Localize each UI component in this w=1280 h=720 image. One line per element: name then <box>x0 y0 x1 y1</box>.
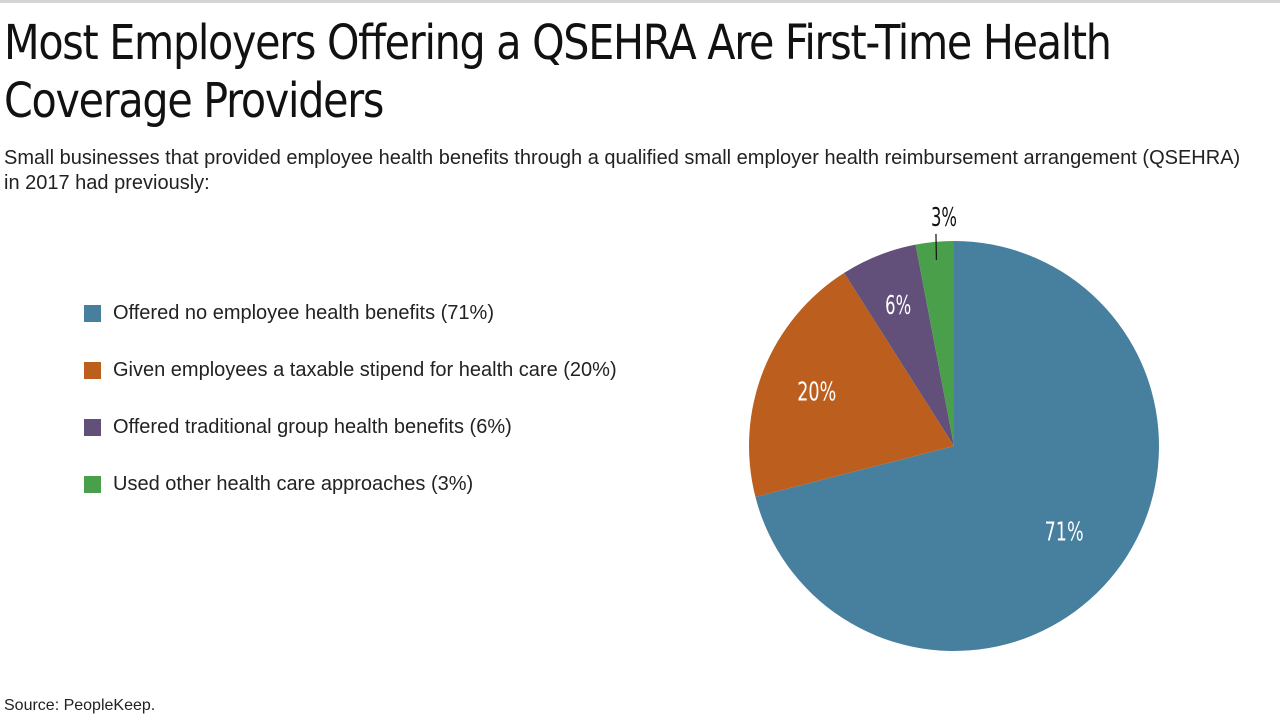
chart-subtitle: Small businesses that provided employee … <box>4 147 1241 194</box>
chart-title: Most Employers Offering a QSEHRA Are Fir… <box>4 14 1112 130</box>
source-note: Source: PeopleKeep. <box>4 697 156 714</box>
legend-item: Used other health care approaches (3%) <box>84 456 617 513</box>
legend: Offered no employee health benefits (71%… <box>84 285 617 513</box>
legend-label: Used other health care approaches (3%) <box>113 473 474 495</box>
pie-slice <box>749 272 954 497</box>
legend-swatch <box>84 419 101 436</box>
legend-item: Offered no employee health benefits (71%… <box>84 285 617 342</box>
legend-swatch <box>84 476 101 493</box>
pie-data-label: 20% <box>797 378 836 408</box>
legend-label: Offered traditional group health benefit… <box>113 416 512 438</box>
chart-title-line-1: Most Employers Offering a QSEHRA Are Fir… <box>4 15 1112 71</box>
legend-item: Offered traditional group health benefit… <box>84 399 617 456</box>
pie-slice <box>915 241 954 446</box>
legend-swatch <box>84 305 101 322</box>
legend-label: Offered no employee health benefits (71%… <box>113 302 494 324</box>
legend-label: Given employees a taxable stipend for he… <box>113 359 617 381</box>
pie-data-label: 3% <box>931 203 957 233</box>
legend-item: Given employees a taxable stipend for he… <box>84 342 617 399</box>
pie-data-label: 71% <box>1045 517 1084 547</box>
pie-data-label: 6% <box>885 291 911 321</box>
pie-slice <box>755 241 1159 651</box>
chart-title-line-2: Coverage Providers <box>4 73 384 129</box>
top-rule <box>0 0 1280 3</box>
pie-slice <box>844 244 954 446</box>
legend-swatch <box>84 362 101 379</box>
